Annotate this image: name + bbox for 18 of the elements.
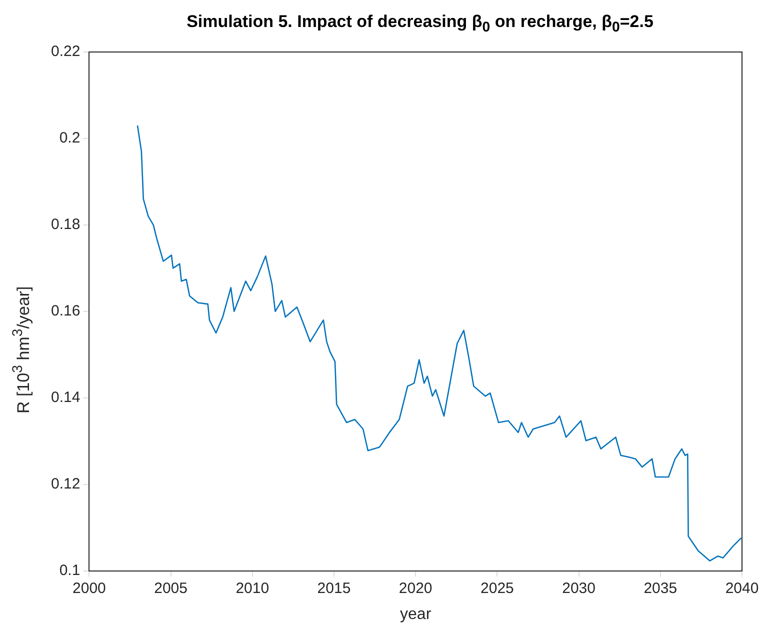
x-tick-label: 2030 (562, 580, 596, 597)
y-tick-label: 0.22 (50, 43, 80, 60)
y-tick-label: 0.16 (50, 302, 80, 320)
x-tick-label: 2010 (236, 580, 270, 597)
y-tick-label: 0.2 (59, 130, 80, 147)
x-tick-label: 2015 (317, 580, 351, 597)
x-tick-label: 2005 (154, 580, 188, 597)
x-tick-label: 2040 (725, 580, 759, 597)
x-axis-title: year (400, 606, 432, 623)
x-tick-label: 2025 (480, 580, 514, 597)
x-tick-label: 2020 (398, 580, 432, 597)
x-tick-label: 2035 (644, 580, 678, 597)
y-tick-label: 0.1 (59, 562, 80, 579)
x-tick-label: 2000 (72, 580, 106, 597)
y-tick-label: 0.18 (50, 216, 80, 234)
y-tick-label: 0.12 (50, 475, 80, 492)
y-tick-label: 0.14 (50, 389, 80, 406)
chart-title: Simulation 5. Impact of decreasing β$_{0}$ on recharge, β$_{0}$=2.5 (186, 12, 654, 36)
